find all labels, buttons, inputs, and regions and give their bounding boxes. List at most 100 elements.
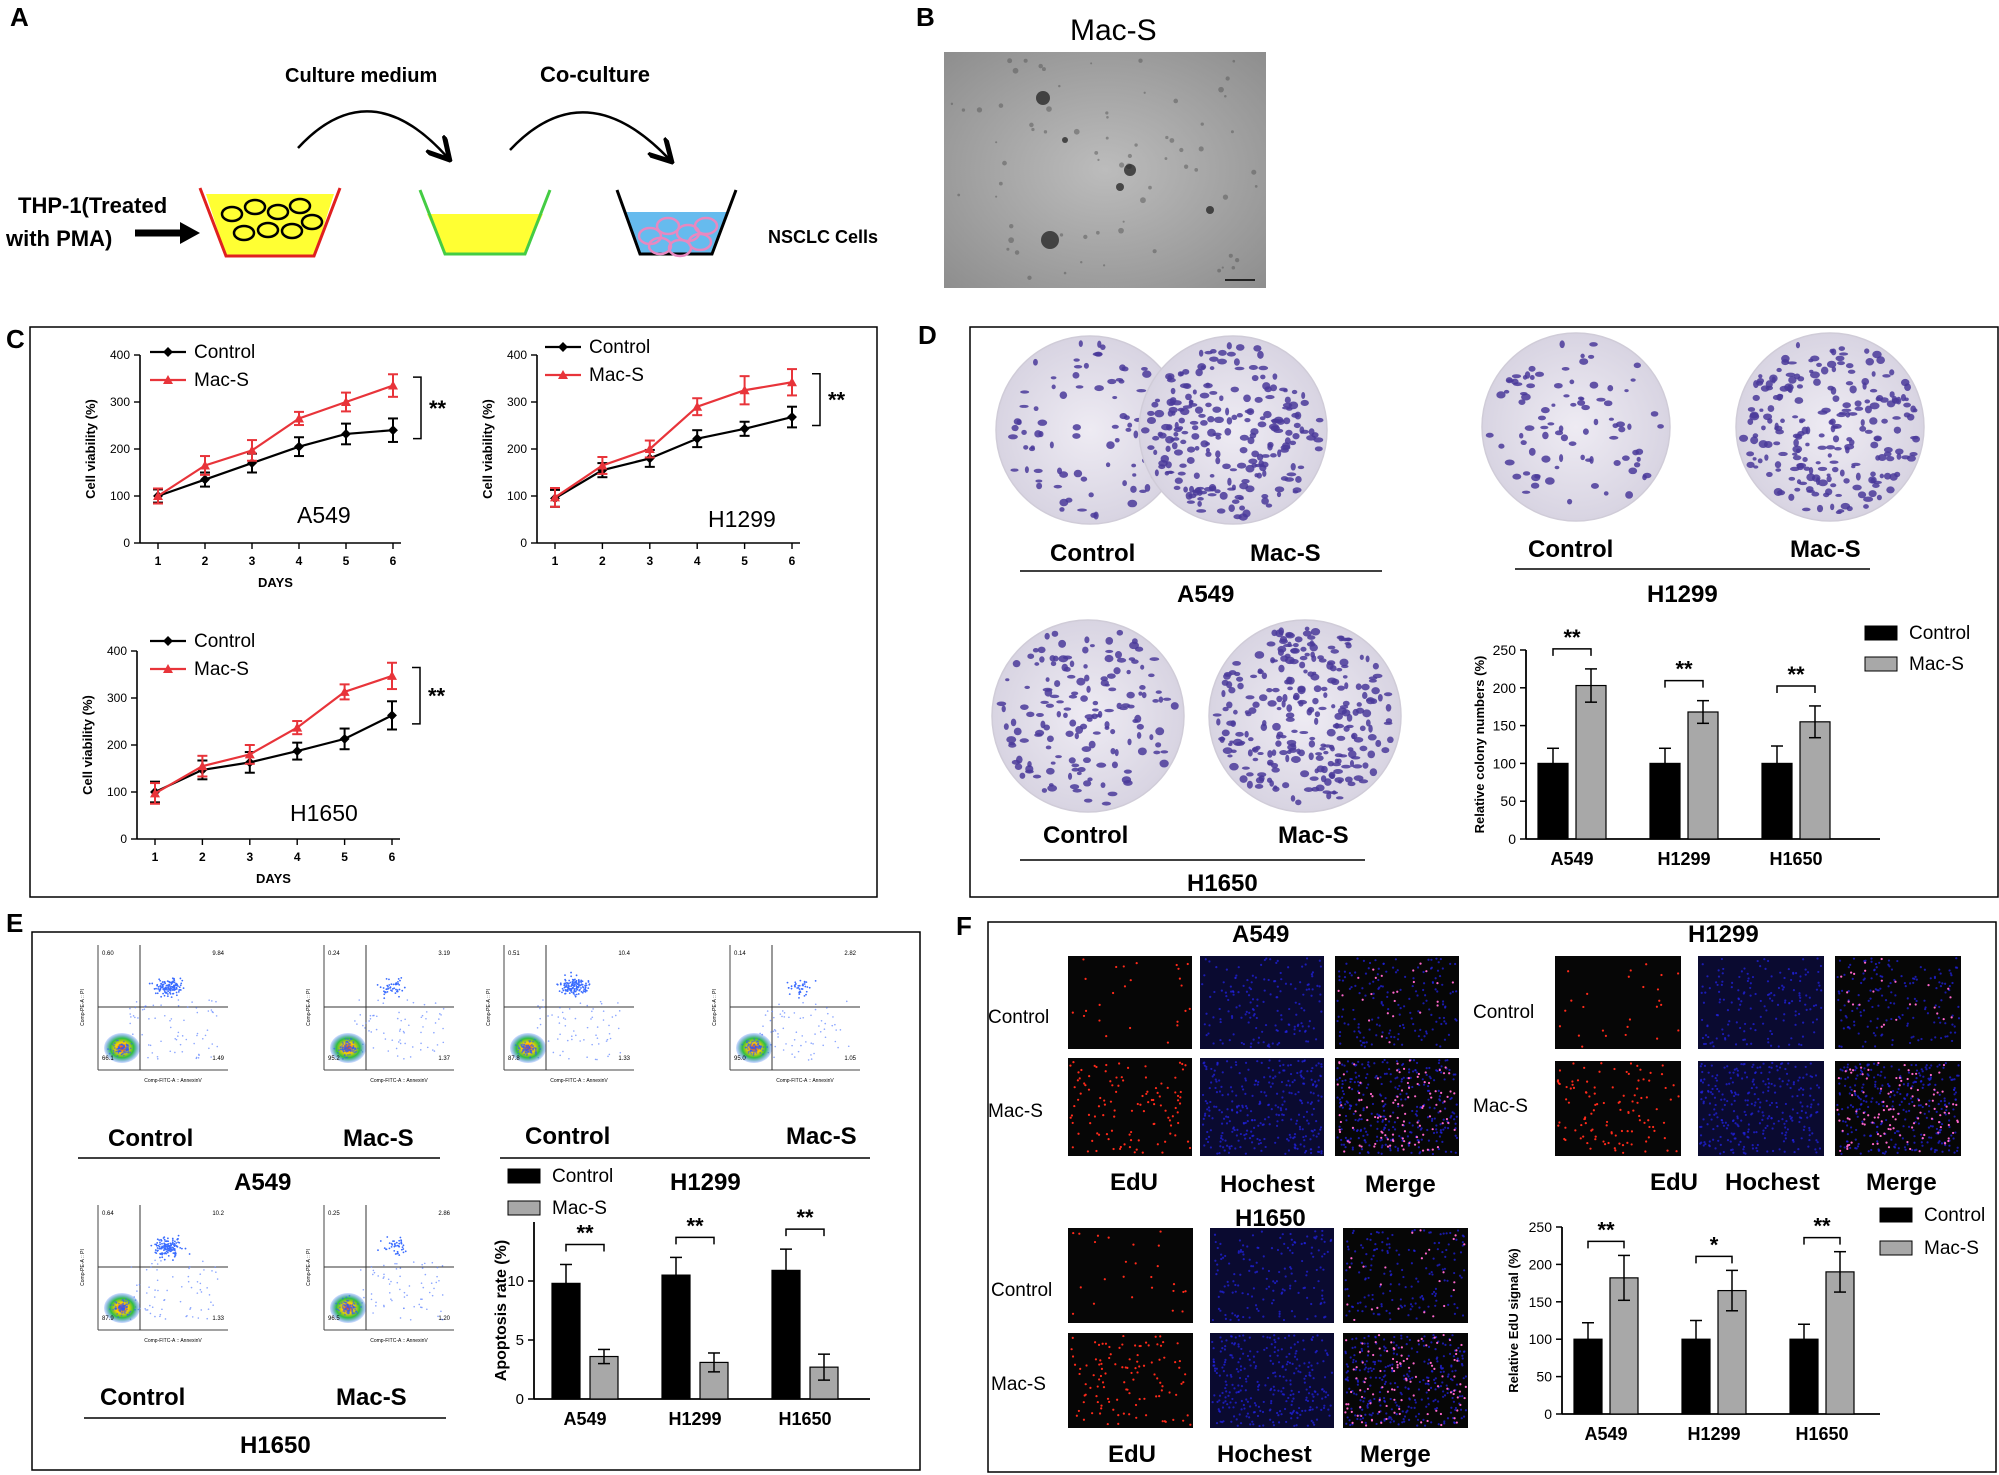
edu-dot	[1166, 1086, 1169, 1089]
event-dot	[163, 990, 166, 993]
edu-dot	[1176, 1024, 1179, 1027]
nucleus-dot	[1421, 1078, 1424, 1081]
edu-dot	[1103, 1103, 1107, 1106]
colony	[1872, 483, 1880, 488]
event-dot	[390, 1242, 393, 1245]
nucleus-dot	[1297, 1090, 1300, 1094]
nucleus-dot	[1419, 1150, 1422, 1154]
colony	[1330, 746, 1335, 752]
nucleus-dot	[1703, 1064, 1707, 1067]
quadrant-q1-value: 0.24	[328, 951, 340, 957]
edu-dot	[1169, 1132, 1172, 1135]
event-dot	[581, 983, 584, 986]
edu-dot	[1908, 1003, 1912, 1006]
colony	[1127, 738, 1132, 746]
nucleus-dot	[1410, 1131, 1413, 1134]
nucleus-dot	[1763, 958, 1766, 961]
series-line-mac-s	[154, 674, 393, 795]
colony	[1757, 458, 1763, 464]
nucleus-dot	[1345, 962, 1348, 965]
event-dot	[346, 1040, 349, 1043]
colony	[1801, 426, 1809, 435]
event-dot	[215, 1015, 218, 1017]
event-dot	[200, 1309, 203, 1311]
nucleus-dot	[1396, 1147, 1400, 1150]
event-dot	[387, 1050, 390, 1052]
event-dot	[808, 986, 811, 989]
nucleus-dot	[1422, 1002, 1425, 1005]
nucleus-dot	[1311, 1130, 1314, 1133]
colony	[1816, 362, 1822, 367]
event-dot	[536, 1027, 539, 1029]
event-dot	[390, 1245, 393, 1248]
colony	[1232, 661, 1242, 666]
event-dot	[339, 1312, 342, 1314]
nucleus-dot	[1343, 976, 1347, 979]
colony	[1034, 430, 1042, 438]
nucleus-dot	[1367, 1083, 1370, 1086]
colony	[1154, 409, 1165, 418]
colony	[1876, 494, 1882, 501]
event-dot	[160, 1040, 162, 1043]
nucleus-dot	[1750, 1086, 1753, 1090]
y-tick-label: 0	[1508, 831, 1516, 847]
nucleus-dot	[1310, 1070, 1313, 1073]
event-dot	[398, 1041, 400, 1043]
x-tick-label: 5	[741, 554, 748, 568]
event-dot	[586, 1004, 589, 1007]
nucleus-dot	[1298, 1128, 1302, 1131]
event-dot	[529, 1047, 532, 1050]
x-tick-label: 4	[694, 554, 701, 568]
edu-dot	[1614, 1149, 1617, 1152]
colony	[1320, 775, 1327, 783]
nucleus-dot	[1253, 1147, 1256, 1150]
colony	[1904, 383, 1912, 392]
nucleus-dot	[1389, 1149, 1392, 1152]
edu-dot	[1677, 1029, 1680, 1032]
nucleus-dot	[1860, 981, 1863, 985]
nucleus-dot	[1446, 1127, 1450, 1130]
nucleus-dot	[1293, 1079, 1296, 1082]
series-line-control	[157, 429, 394, 498]
nucleus-dot	[1304, 1135, 1307, 1138]
nucleus-dot	[1280, 1014, 1283, 1017]
nucleus-dot	[1838, 992, 1841, 995]
edu-dot	[1607, 1141, 1610, 1145]
event-dot	[591, 1010, 593, 1013]
event-dot	[559, 1006, 561, 1009]
nucleus-dot	[1309, 1091, 1313, 1094]
category-label: H1650	[778, 1409, 831, 1429]
event-dot	[208, 1294, 211, 1296]
edu-dot	[1594, 1138, 1597, 1141]
event-dot	[771, 1010, 774, 1013]
nucleus-dot	[1241, 1104, 1244, 1107]
event-dot	[397, 1252, 399, 1255]
event-dot	[566, 990, 569, 992]
nucleus-dot	[1305, 957, 1309, 960]
edu-dot	[1660, 1073, 1664, 1076]
edu-dot	[1367, 1019, 1371, 1022]
colony	[1332, 790, 1337, 795]
event-dot	[122, 1054, 125, 1057]
colony	[1147, 445, 1155, 450]
nucleus-dot	[1783, 976, 1786, 980]
colony	[1540, 407, 1550, 414]
colony	[1110, 747, 1116, 755]
edu-dot	[1171, 1115, 1174, 1118]
nucleus-dot	[1371, 1018, 1374, 1021]
colony	[1847, 369, 1856, 374]
particle	[1029, 122, 1034, 128]
event-dot	[439, 1013, 441, 1015]
nucleus-dot	[1861, 1045, 1865, 1048]
nucleus-dot	[1294, 1144, 1297, 1147]
nucleus-dot	[1852, 957, 1856, 960]
event-dot	[749, 1051, 752, 1054]
nucleus-dot	[1380, 1138, 1383, 1141]
event-dot	[442, 1027, 444, 1030]
event-dot	[557, 1016, 560, 1018]
colony	[1197, 497, 1204, 501]
nucleus-dot	[1288, 1007, 1291, 1011]
legend-label-control: Control	[589, 337, 650, 358]
nucleus-dot	[1782, 986, 1785, 989]
nucleus-dot	[1275, 1092, 1279, 1095]
